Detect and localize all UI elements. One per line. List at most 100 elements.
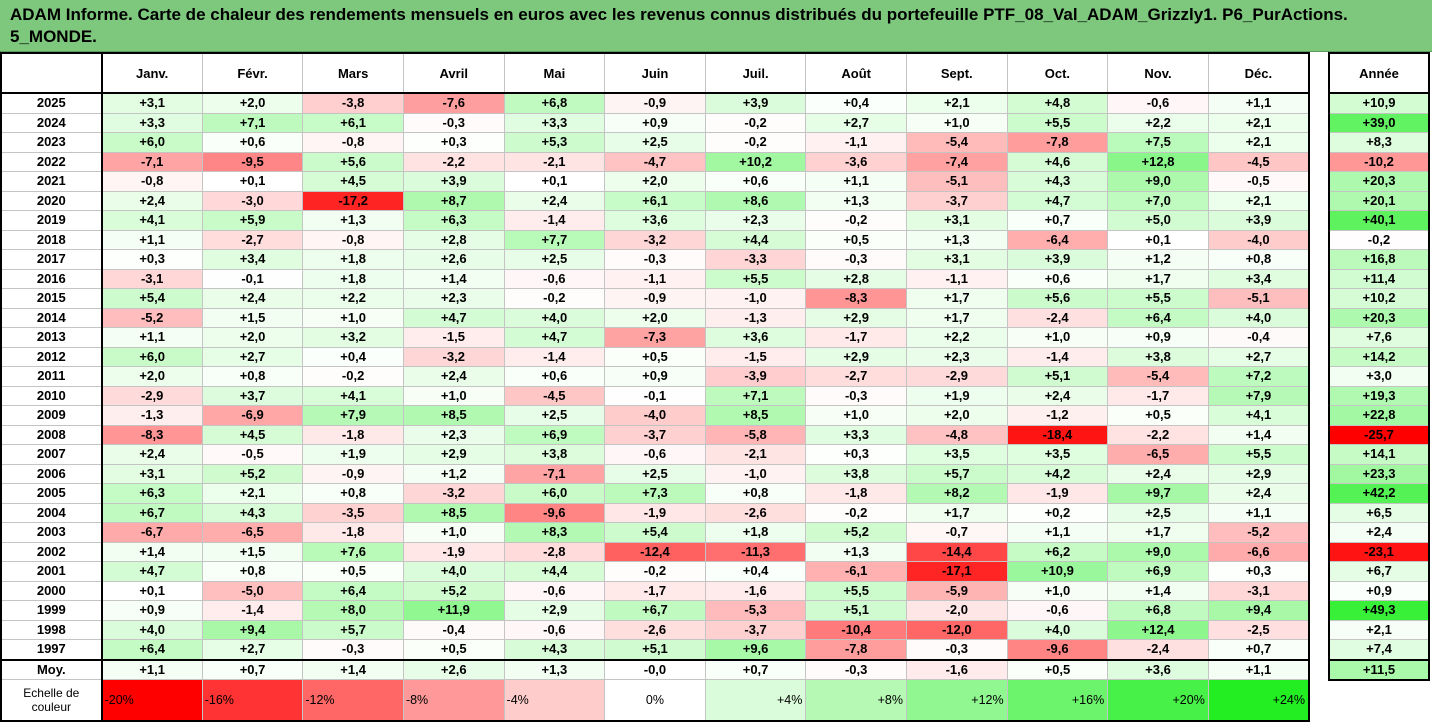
heatmap-cell: +7,2 (1207, 366, 1310, 387)
heatmap-cell: -5,4 (905, 132, 1008, 153)
heatmap-cell: +9,4 (201, 619, 304, 640)
annual-header: Année (1328, 52, 1430, 94)
year-label: 2004 (0, 502, 103, 523)
heatmap-cell: +10,2 (704, 151, 807, 172)
heatmap-cell: -2,9 (905, 366, 1008, 387)
heatmap-cell: -2,4 (1107, 639, 1209, 660)
heatmap-cell: -9,6 (503, 502, 606, 523)
table-row: 2002 +1,4 +1,5 +7,6 -1,9 -2,8 -12,4 -11,3 +1,3 -1… (0, 541, 1310, 562)
average-cell: +1,1 (101, 658, 203, 680)
annual-average-cell: +11,5 (1328, 658, 1430, 680)
heatmap-cell: -3,8 (302, 92, 404, 114)
annual-cell: -23,1 (1328, 541, 1430, 562)
heatmap-cell: +1,9 (302, 444, 404, 465)
color-scale-swatch: +16% (1006, 678, 1109, 721)
heatmap-cell: +4,2 (1006, 463, 1109, 484)
heatmap-cell: +5,5 (704, 268, 807, 289)
heatmap-cell: +4,7 (1006, 190, 1109, 211)
heatmap-cell: +2,0 (604, 307, 706, 328)
annual-row: +11,4 (1328, 268, 1430, 289)
heatmap-cell: +1,1 (101, 229, 203, 250)
heatmap-cell: +5,2 (201, 463, 304, 484)
heatmap-cell: -6,5 (201, 522, 304, 543)
annual-row: +14,1 (1328, 444, 1430, 465)
heatmap-cell: +8,6 (704, 190, 807, 211)
heatmap-cell: -0,2 (805, 210, 907, 231)
heatmap-cell: +8,7 (402, 190, 505, 211)
table-row: 2008 -8,3 +4,5 -1,8 +2,3 +6,9 -3,7 -5,8 +3,3 -4,8… (0, 424, 1310, 445)
heatmap-cell: +7,6 (302, 541, 404, 562)
annual-cell: +2,1 (1328, 619, 1430, 640)
color-scale-swatch: 0% (604, 678, 706, 721)
heatmap-cell: +3,1 (101, 463, 203, 484)
color-scale-swatch: -20% (101, 678, 203, 721)
heatmap-cell: +4,8 (1006, 92, 1109, 114)
heatmap-cell: +2,8 (805, 268, 907, 289)
heatmap-cell: +6,3 (402, 210, 505, 231)
heatmap-cell: -0,4 (402, 619, 505, 640)
heatmap-cell: +3,1 (905, 210, 1008, 231)
heatmap-cell: -1,4 (201, 600, 304, 621)
annual-row: +19,3 (1328, 385, 1430, 406)
heatmap-cell: -1,8 (302, 424, 404, 445)
report-title: ADAM Informe. Carte de chaleur des rende… (0, 0, 1432, 52)
month-header: Juil. (704, 52, 807, 94)
heatmap-cell: -12,0 (905, 619, 1008, 640)
annual-row: -25,7 (1328, 424, 1430, 445)
heatmap-cell: -4,5 (1207, 151, 1310, 172)
heatmap-cell: +3,9 (704, 92, 807, 114)
average-cell: -0,0 (604, 658, 706, 680)
heatmap-cell: +2,9 (1207, 463, 1310, 484)
heatmap-cell: +11,9 (402, 600, 505, 621)
heatmap-cell: +6,2 (1006, 541, 1109, 562)
heatmap-cell: +2,0 (201, 92, 304, 114)
heatmap-cell: +2,5 (604, 132, 706, 153)
annual-row: +16,8 (1328, 249, 1430, 270)
heatmap-cell: +2,4 (503, 190, 606, 211)
annual-cell: +40,1 (1328, 210, 1430, 231)
heatmap-cell: +1,2 (402, 463, 505, 484)
heatmap-cell: -1,8 (805, 483, 907, 504)
heatmap-cell: +9,7 (1107, 483, 1209, 504)
heatmap-cell: -1,2 (1006, 405, 1109, 426)
heatmap-cell: +1,4 (1207, 424, 1310, 445)
heatmap-cell: +3,8 (805, 463, 907, 484)
heatmap-cell: +1,0 (905, 112, 1008, 133)
year-label: 2023 (0, 132, 103, 153)
heatmap-cell: +1,0 (402, 522, 505, 543)
color-scale-swatch: -4% (503, 678, 606, 721)
annual-cell: -10,2 (1328, 151, 1430, 172)
color-scale-swatch: -16% (201, 678, 304, 721)
heatmap-cell: +1,8 (302, 249, 404, 270)
year-label: 2006 (0, 463, 103, 484)
heatmap-cell: +0,9 (1107, 327, 1209, 348)
average-cell: +1,1 (1207, 658, 1310, 680)
heatmap-cell: +1,0 (302, 307, 404, 328)
heatmap-cell: +0,5 (302, 561, 404, 582)
heatmap-cell: +5,1 (805, 600, 907, 621)
heatmap-cell: +3,1 (905, 249, 1008, 270)
heatmap-cell: -5,4 (1107, 366, 1209, 387)
annual-row: +0,9 (1328, 580, 1430, 601)
heatmap-cell: +2,1 (1207, 132, 1310, 153)
heatmap-cell: +6,1 (302, 112, 404, 133)
heatmap-cell: -7,3 (604, 327, 706, 348)
heatmap-cell: +1,8 (704, 522, 807, 543)
annual-cell: +23,3 (1328, 463, 1430, 484)
heatmap-cell: +5,1 (604, 639, 706, 660)
table-row: 2007 +2,4 -0,5 +1,9 +2,9 +3,8 -0,6 -2,1 +0,3 +3,5… (0, 444, 1310, 465)
heatmap-cell: +8,5 (402, 405, 505, 426)
heatmap-cell: -0,2 (302, 366, 404, 387)
annual-cell: +10,2 (1328, 288, 1430, 309)
heatmap-cell: -12,4 (604, 541, 706, 562)
heatmap-cell: +2,1 (1207, 190, 1310, 211)
heatmap-cell: -7,1 (101, 151, 203, 172)
heatmap-cell: -3,2 (604, 229, 706, 250)
year-label: 2011 (0, 366, 103, 387)
heatmap-cell: -3,2 (402, 346, 505, 367)
heatmap-cell: +0,1 (503, 171, 606, 192)
annual-cell: +19,3 (1328, 385, 1430, 406)
year-label: 2005 (0, 483, 103, 504)
heatmap-cell: -1,6 (704, 580, 807, 601)
month-header: Déc. (1207, 52, 1310, 94)
